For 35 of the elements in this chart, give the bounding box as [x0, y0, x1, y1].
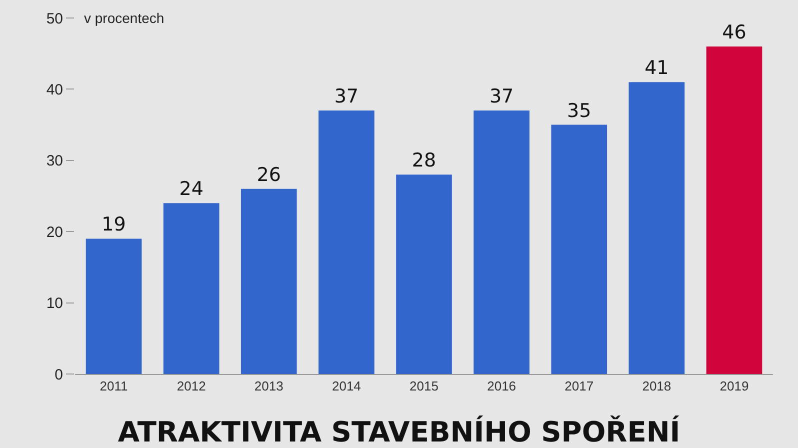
bar	[551, 124, 608, 374]
y-tick-label: 40	[46, 81, 63, 98]
bar	[474, 110, 530, 374]
y-tick-label: 30	[46, 152, 63, 170]
x-tick-label: 2019	[720, 378, 749, 394]
bar	[628, 82, 685, 374]
y-tick-label: 10	[46, 295, 63, 312]
x-tick-label: 2013	[254, 378, 284, 394]
x-tick-label: 2016	[487, 378, 516, 394]
data-label: 26	[256, 164, 281, 186]
data-label: 35	[567, 100, 592, 122]
x-tick-label: 2018	[642, 378, 672, 394]
bar	[706, 46, 762, 374]
bar	[163, 203, 220, 374]
y-axis-title: v procentech	[84, 10, 164, 26]
text: ATRAKTIVITA STAVEBNÍHO SPOŘENÍ	[118, 415, 680, 448]
y-tick-label: 50	[46, 10, 63, 28]
bar	[86, 238, 142, 374]
y-tick-label: 0	[54, 366, 63, 384]
x-tick-label: 2017	[564, 378, 594, 394]
data-label: 37	[489, 86, 514, 108]
data-label: 41	[644, 57, 669, 80]
data-label: 37	[334, 86, 359, 108]
x-tick-label: 2012	[176, 378, 206, 394]
bar	[318, 110, 374, 374]
data-label: 28	[412, 150, 436, 172]
x-tick-label: 2014	[332, 378, 361, 394]
data-label: 19	[102, 214, 126, 236]
data-label: 24	[179, 178, 204, 200]
x-tick-label: 2011	[100, 378, 128, 394]
data-label: 46	[722, 21, 746, 44]
y-tick-label: 20	[46, 224, 63, 241]
bar	[396, 174, 452, 374]
x-tick-label: 2015	[410, 378, 438, 394]
bar	[240, 188, 297, 374]
